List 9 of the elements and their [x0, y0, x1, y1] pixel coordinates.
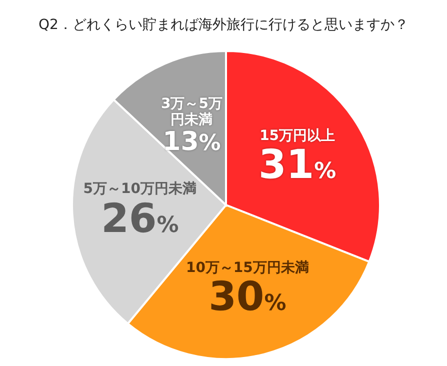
slice-label: 15万円以上	[258, 128, 336, 144]
data-label: 30%	[208, 274, 286, 320]
slice-label: 5万～10万円未満	[82, 181, 198, 198]
data-label: 31%	[257, 142, 338, 188]
slice-label: 3万～5万円未満	[160, 96, 223, 129]
chart-title: Q2．どれくらい貯まれば海外旅行に行けると思いますか？	[38, 16, 410, 34]
data-label: 26%	[100, 196, 180, 242]
data-label: 13%	[162, 126, 222, 157]
slice-label: 10万～15万円未満	[184, 260, 310, 276]
